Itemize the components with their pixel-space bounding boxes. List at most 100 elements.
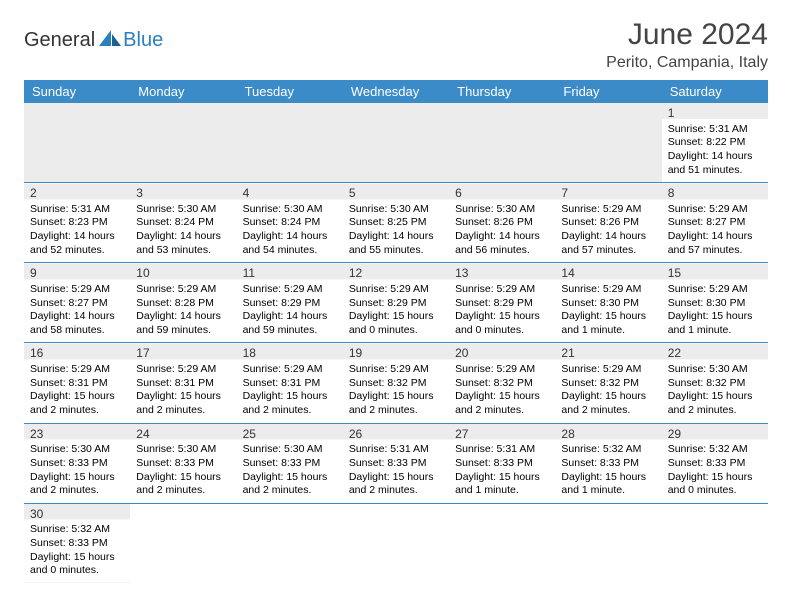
sunset-text: Sunset: 8:33 PM [561,457,655,471]
sunset-text: Sunset: 8:29 PM [349,297,443,311]
sunrise-text: Sunrise: 5:29 AM [668,203,762,217]
sunrise-text: Sunrise: 5:32 AM [668,443,762,457]
logo-text-blue: Blue [123,29,163,52]
day-cell: 4Sunrise: 5:30 AMSunset: 8:24 PMDaylight… [237,183,343,263]
day-number: 12 [349,266,443,282]
sunset-text: Sunset: 8:33 PM [668,457,762,471]
sunrise-text: Sunrise: 5:29 AM [136,363,230,377]
daylight-text: Daylight: 14 hours and 57 minutes. [668,230,762,257]
sunset-text: Sunset: 8:33 PM [243,457,337,471]
day-number: 19 [349,346,443,362]
daylight-text: Daylight: 15 hours and 1 minute. [561,310,655,337]
day-number: 3 [136,186,230,202]
sunset-text: Sunset: 8:33 PM [30,457,124,471]
day-cell: 9Sunrise: 5:29 AMSunset: 8:27 PMDaylight… [24,263,130,343]
sunset-text: Sunset: 8:26 PM [561,216,655,230]
day-cell [343,503,449,583]
day-cell: 29Sunrise: 5:32 AMSunset: 8:33 PMDayligh… [662,423,768,503]
daylight-text: Daylight: 14 hours and 56 minutes. [455,230,549,257]
day-cell: 7Sunrise: 5:29 AMSunset: 8:26 PMDaylight… [555,183,661,263]
location-text: Perito, Campania, Italy [606,54,768,72]
sunrise-text: Sunrise: 5:30 AM [349,203,443,217]
sunset-text: Sunset: 8:23 PM [30,216,124,230]
sunrise-text: Sunrise: 5:31 AM [30,203,124,217]
sunset-text: Sunset: 8:30 PM [561,297,655,311]
day-number: 1 [668,106,762,122]
sunset-text: Sunset: 8:27 PM [668,216,762,230]
daylight-text: Daylight: 15 hours and 2 minutes. [349,390,443,417]
sunset-text: Sunset: 8:24 PM [243,216,337,230]
day-cell [130,503,236,583]
daylight-text: Daylight: 15 hours and 0 minutes. [30,551,124,578]
day-cell [24,103,130,183]
day-number: 9 [30,266,124,282]
day-cell: 14Sunrise: 5:29 AMSunset: 8:30 PMDayligh… [555,263,661,343]
daylight-text: Daylight: 15 hours and 2 minutes. [243,471,337,498]
sunset-text: Sunset: 8:33 PM [136,457,230,471]
sunrise-text: Sunrise: 5:31 AM [349,443,443,457]
day-number: 4 [243,186,337,202]
day-number: 24 [136,427,230,443]
daylight-text: Daylight: 14 hours and 57 minutes. [561,230,655,257]
week-row: 23Sunrise: 5:30 AMSunset: 8:33 PMDayligh… [24,423,768,503]
sunset-text: Sunset: 8:25 PM [349,216,443,230]
day-cell: 19Sunrise: 5:29 AMSunset: 8:32 PMDayligh… [343,343,449,423]
day-cell: 5Sunrise: 5:30 AMSunset: 8:25 PMDaylight… [343,183,449,263]
sunrise-text: Sunrise: 5:30 AM [30,443,124,457]
day-number: 23 [30,427,124,443]
daylight-text: Daylight: 15 hours and 2 minutes. [561,390,655,417]
day-cell [237,103,343,183]
day-cell [449,103,555,183]
daylight-text: Daylight: 15 hours and 2 minutes. [30,471,124,498]
week-row: 16Sunrise: 5:29 AMSunset: 8:31 PMDayligh… [24,343,768,423]
title-block: June 2024 Perito, Campania, Italy [606,18,768,72]
week-row: 30Sunrise: 5:32 AMSunset: 8:33 PMDayligh… [24,503,768,583]
daylight-text: Daylight: 15 hours and 2 minutes. [136,390,230,417]
day-cell: 20Sunrise: 5:29 AMSunset: 8:32 PMDayligh… [449,343,555,423]
daylight-text: Daylight: 15 hours and 2 minutes. [349,471,443,498]
day-cell: 1Sunrise: 5:31 AMSunset: 8:22 PMDaylight… [662,103,768,183]
day-cell: 18Sunrise: 5:29 AMSunset: 8:31 PMDayligh… [237,343,343,423]
sunset-text: Sunset: 8:31 PM [243,377,337,391]
day-header: Thursday [449,80,555,103]
day-header: Monday [130,80,236,103]
daylight-text: Daylight: 15 hours and 0 minutes. [668,471,762,498]
day-number: 27 [455,427,549,443]
sunrise-text: Sunrise: 5:30 AM [668,363,762,377]
sunset-text: Sunset: 8:22 PM [668,136,762,150]
day-cell: 30Sunrise: 5:32 AMSunset: 8:33 PMDayligh… [24,503,130,583]
day-cell: 11Sunrise: 5:29 AMSunset: 8:29 PMDayligh… [237,263,343,343]
day-cell: 17Sunrise: 5:29 AMSunset: 8:31 PMDayligh… [130,343,236,423]
sunrise-text: Sunrise: 5:29 AM [243,363,337,377]
day-cell [130,103,236,183]
day-number: 5 [349,186,443,202]
daylight-text: Daylight: 15 hours and 2 minutes. [455,390,549,417]
sunset-text: Sunset: 8:32 PM [668,377,762,391]
page-title: June 2024 [606,18,768,52]
day-number: 18 [243,346,337,362]
day-number: 29 [668,427,762,443]
sunset-text: Sunset: 8:29 PM [455,297,549,311]
day-cell: 13Sunrise: 5:29 AMSunset: 8:29 PMDayligh… [449,263,555,343]
day-header: Saturday [662,80,768,103]
day-cell: 16Sunrise: 5:29 AMSunset: 8:31 PMDayligh… [24,343,130,423]
day-cell: 24Sunrise: 5:30 AMSunset: 8:33 PMDayligh… [130,423,236,503]
day-number: 26 [349,427,443,443]
day-number: 7 [561,186,655,202]
calendar-table: Sunday Monday Tuesday Wednesday Thursday… [24,80,768,583]
day-cell [343,103,449,183]
day-header-row: Sunday Monday Tuesday Wednesday Thursday… [24,80,768,103]
sunrise-text: Sunrise: 5:31 AM [455,443,549,457]
logo: General Blue [24,18,163,53]
sunrise-text: Sunrise: 5:32 AM [561,443,655,457]
sunrise-text: Sunrise: 5:29 AM [30,363,124,377]
daylight-text: Daylight: 15 hours and 2 minutes. [30,390,124,417]
sunset-text: Sunset: 8:27 PM [30,297,124,311]
day-cell: 28Sunrise: 5:32 AMSunset: 8:33 PMDayligh… [555,423,661,503]
daylight-text: Daylight: 15 hours and 1 minute. [455,471,549,498]
sunrise-text: Sunrise: 5:29 AM [455,283,549,297]
day-header: Sunday [24,80,130,103]
sunrise-text: Sunrise: 5:32 AM [30,523,124,537]
day-cell: 8Sunrise: 5:29 AMSunset: 8:27 PMDaylight… [662,183,768,263]
sunrise-text: Sunrise: 5:29 AM [561,283,655,297]
